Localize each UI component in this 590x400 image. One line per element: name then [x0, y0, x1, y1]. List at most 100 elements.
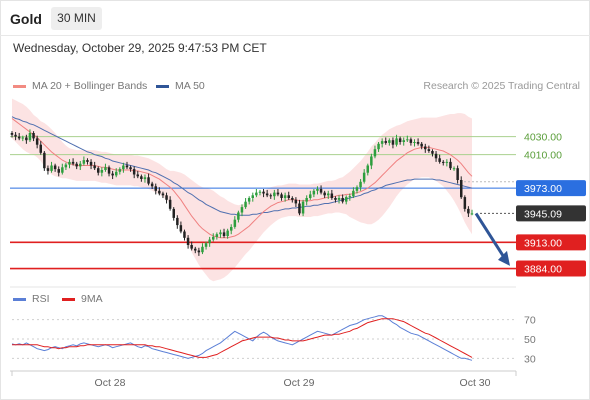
candle-body: [132, 169, 136, 175]
candle-body: [154, 186, 157, 191]
candle-body: [125, 165, 129, 168]
candle-body: [380, 141, 384, 144]
candle-body: [269, 195, 272, 197]
level-label-support: 3913.00: [524, 237, 562, 249]
candle-body: [197, 250, 201, 253]
ma20-swatch: [13, 84, 26, 88]
candle-body: [416, 142, 420, 144]
candle-body: [341, 198, 344, 202]
candle-body: [463, 197, 467, 209]
candle-body: [233, 219, 237, 227]
candle-body: [204, 243, 208, 247]
candle-body: [53, 165, 57, 170]
candle-body: [273, 192, 276, 197]
legend-ma20-bb: MA 20 + Bollinger Bands: [13, 80, 147, 92]
candle-body: [434, 153, 438, 159]
candle-body: [280, 194, 283, 198]
candle-body: [370, 156, 373, 166]
datetime-label: Wednesday, October 29, 2025 9:47:53 PM C…: [13, 41, 267, 55]
candle-body: [276, 192, 280, 195]
candle-body: [165, 195, 168, 200]
candle-body: [240, 207, 244, 213]
candle-body: [201, 246, 204, 253]
candle-body: [71, 161, 75, 164]
candle-body: [68, 161, 71, 165]
candle-body: [409, 139, 413, 143]
candle-body: [140, 176, 143, 179]
candle-body: [118, 169, 122, 172]
candle-body: [194, 248, 197, 251]
candle-body: [46, 168, 50, 171]
research-credit: Research © 2025 Trading Central: [423, 80, 580, 92]
candle-body: [265, 193, 269, 196]
candle-body: [93, 165, 96, 169]
candle-body: [319, 189, 323, 193]
candle-body: [168, 199, 172, 209]
candle-body: [215, 234, 219, 237]
candle-body: [64, 164, 68, 168]
candle-body: [460, 180, 463, 198]
rsi-swatch: [13, 297, 26, 301]
candle-body: [82, 160, 86, 164]
candle-body: [161, 193, 165, 196]
candle-body: [28, 133, 32, 141]
candle-body: [21, 137, 24, 139]
candle-body: [301, 201, 305, 214]
candle-body: [172, 208, 175, 218]
candle-body: [427, 149, 431, 151]
candle-body: [115, 171, 118, 176]
candle-body: [61, 167, 64, 173]
candle-body: [445, 161, 449, 163]
candle-body: [75, 163, 78, 167]
legend-9ma-label: 9MA: [81, 293, 103, 305]
ma50-swatch: [156, 84, 169, 88]
candle-body: [323, 192, 326, 196]
candle-body: [50, 165, 53, 171]
candle-body: [43, 152, 46, 169]
candle-body: [129, 167, 132, 170]
candle-body: [183, 231, 186, 238]
candle-body: [355, 187, 359, 191]
rsi-tick-label: 30: [524, 353, 536, 365]
candle-body: [413, 142, 416, 143]
candle-body: [298, 203, 301, 214]
candle-body: [442, 161, 445, 163]
candle-body: [244, 201, 247, 208]
candle-body: [86, 160, 89, 162]
rsi-ma-line: [12, 318, 473, 358]
candle-body: [14, 134, 17, 137]
candle-body: [456, 168, 459, 180]
legend-9ma: 9MA: [62, 293, 103, 305]
candle-body: [424, 146, 427, 150]
timeframe-button[interactable]: 30 MIN: [51, 7, 102, 30]
candle-body: [100, 170, 104, 173]
candle-body: [79, 163, 82, 167]
rsi-ma-swatch: [62, 297, 75, 301]
candle-body: [402, 140, 405, 142]
candle-body: [312, 190, 316, 195]
candle-body: [373, 149, 377, 157]
instrument-title: Gold: [10, 11, 42, 27]
projection-arrow-head: [498, 250, 510, 266]
candle-body: [143, 177, 147, 180]
candle-body: [388, 140, 391, 143]
candle-body: [291, 198, 294, 200]
candle-body: [377, 143, 380, 150]
candle-body: [262, 191, 265, 194]
candle-body: [111, 173, 114, 176]
candle-body: [247, 198, 251, 202]
candle-body: [283, 195, 287, 198]
level-label-support: 3884.00: [524, 264, 562, 276]
candle-body: [57, 169, 60, 173]
bollinger-band-fill: [12, 98, 472, 282]
x-tick-label: Oct 29: [284, 377, 315, 389]
ma20-line: [11, 118, 473, 239]
rsi-tick-label: 50: [524, 334, 536, 346]
level-label-pivot: 3973.00: [524, 183, 562, 195]
level-tag-pivot: [516, 180, 586, 197]
candle-body: [327, 193, 330, 196]
candle-body: [17, 136, 21, 139]
candle-body: [395, 138, 398, 145]
candle-body: [384, 141, 387, 143]
